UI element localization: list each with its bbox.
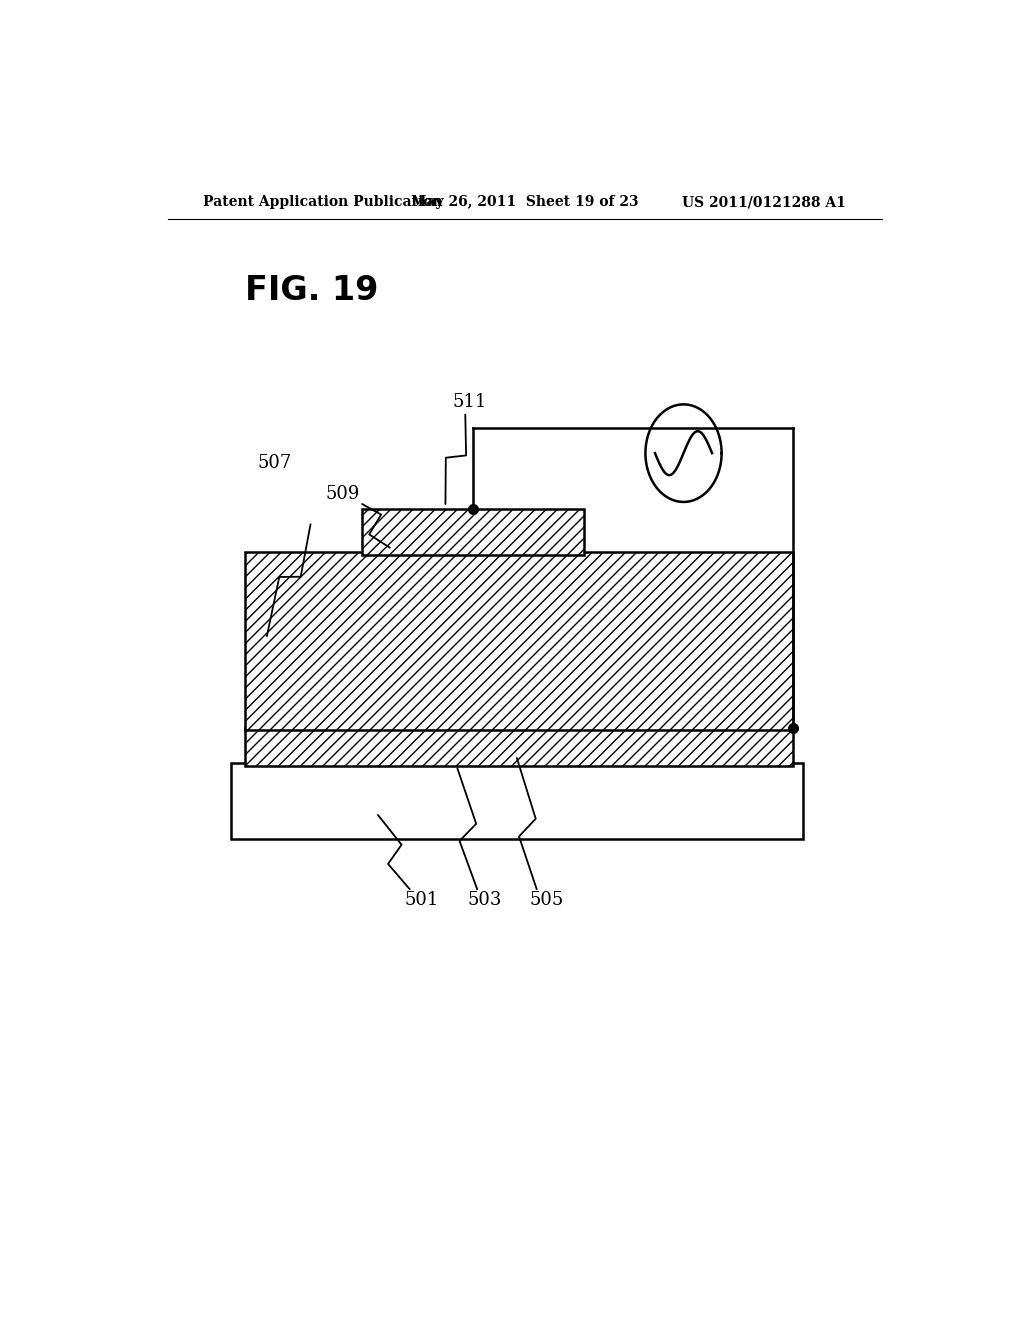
Bar — [231, 763, 803, 840]
Text: US 2011/0121288 A1: US 2011/0121288 A1 — [682, 195, 846, 209]
Bar — [246, 552, 793, 730]
Bar — [362, 510, 585, 554]
Text: 501: 501 — [404, 891, 439, 909]
Text: Patent Application Publication: Patent Application Publication — [204, 195, 443, 209]
Text: FIG. 19: FIG. 19 — [246, 275, 379, 308]
Text: 511: 511 — [452, 393, 486, 412]
Text: 507: 507 — [258, 454, 292, 473]
Text: 505: 505 — [529, 891, 563, 909]
Text: 503: 503 — [468, 891, 503, 909]
Text: 509: 509 — [325, 484, 359, 503]
Text: May 26, 2011  Sheet 19 of 23: May 26, 2011 Sheet 19 of 23 — [411, 195, 639, 209]
Bar — [246, 727, 793, 766]
